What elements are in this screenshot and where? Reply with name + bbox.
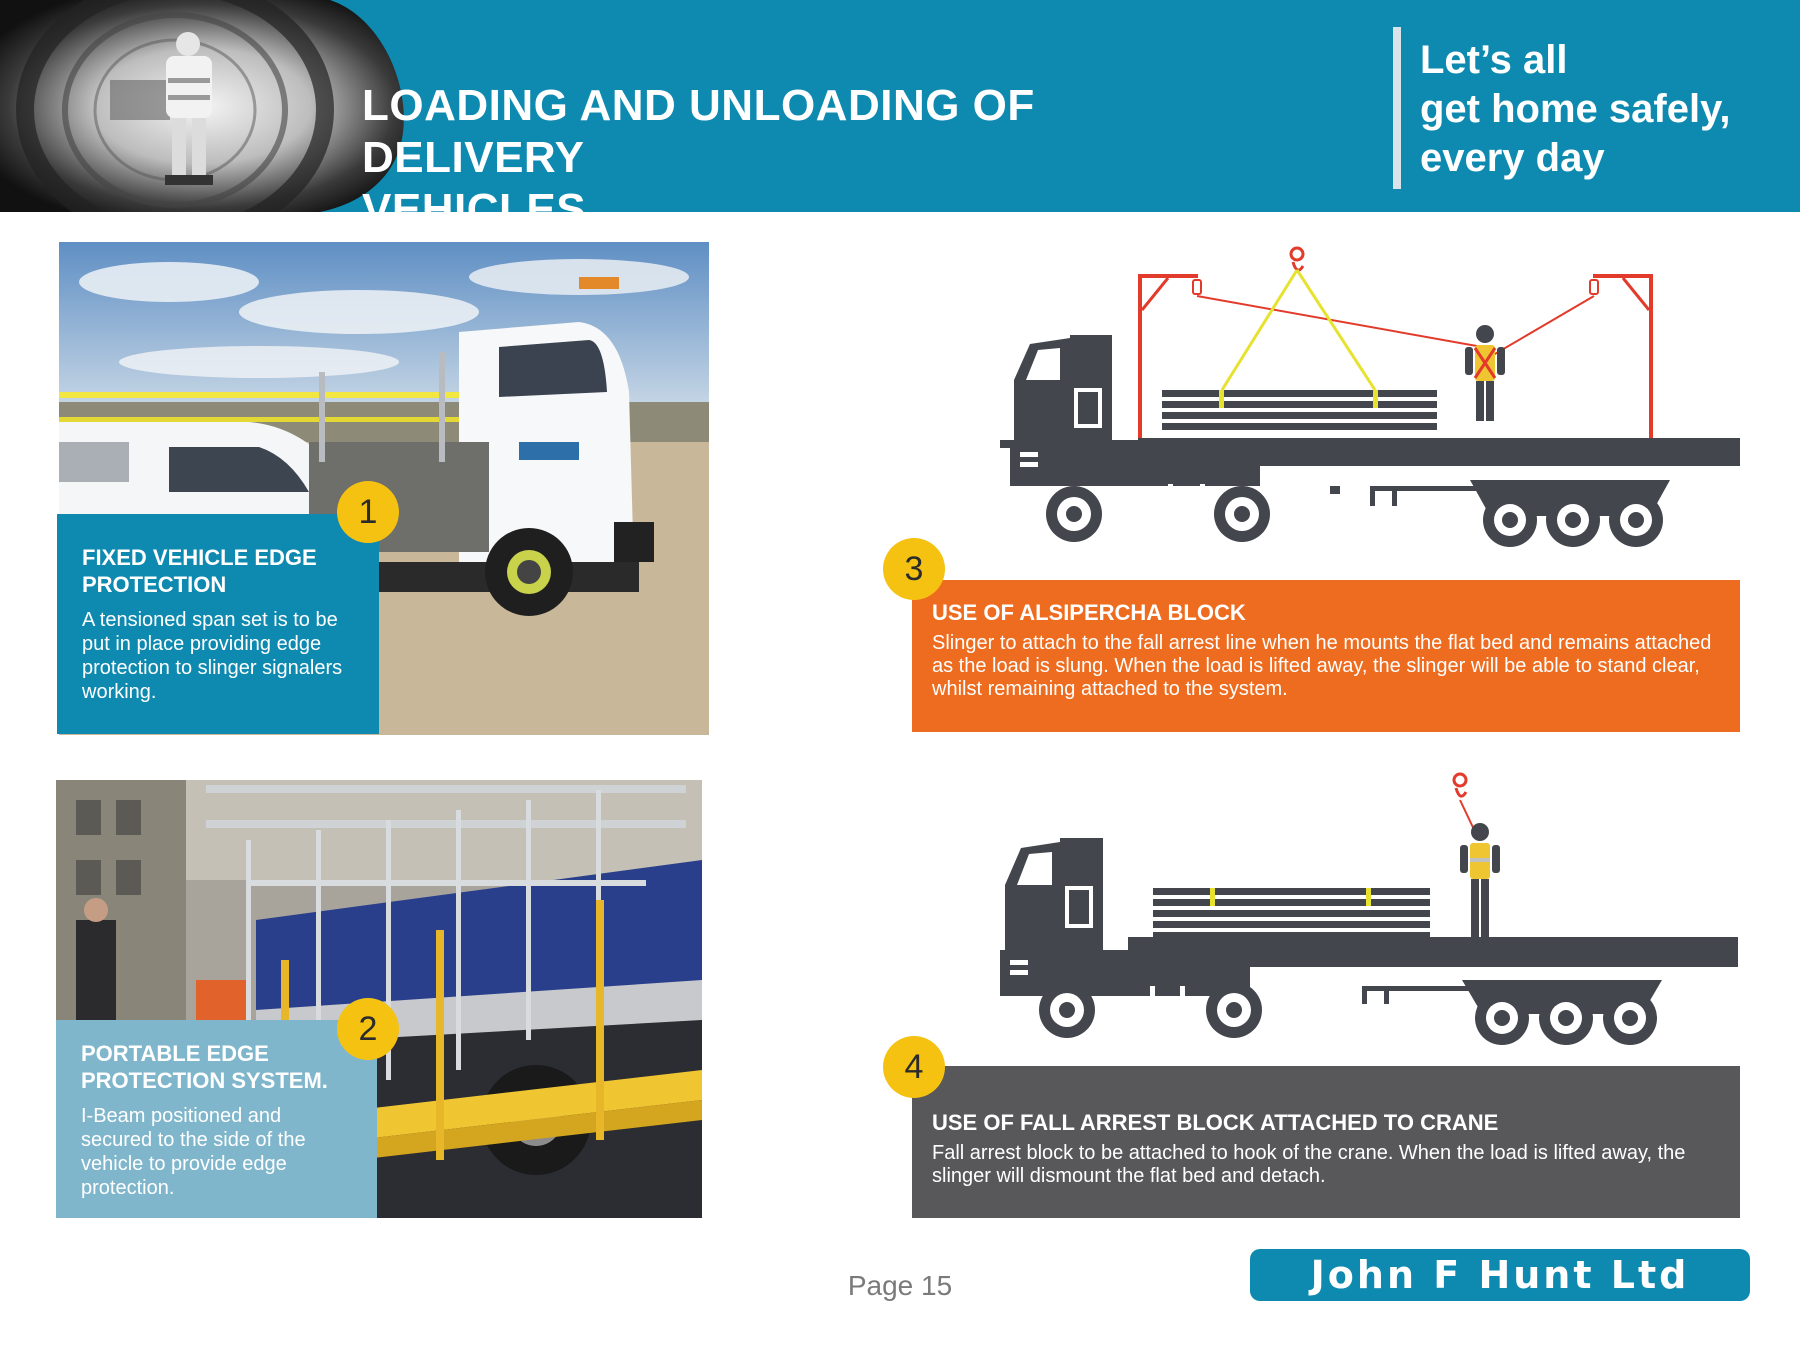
worker-icon <box>1465 325 1505 421</box>
portable-edge-protection-photo <box>56 780 702 1218</box>
slogan-line-1: Let’s all <box>1420 38 1568 82</box>
page-number: Page 15 <box>847 1270 953 1301</box>
crane-fall-arrest-truck-diagram <box>1000 772 1738 1045</box>
panel-1-number-badge: 1 <box>337 481 399 543</box>
header-banner: LOADING AND UNLOADING OF DELIVERY VEHICL… <box>0 0 1800 234</box>
load-stack <box>1162 390 1437 430</box>
panel-2-heading-line-1: PORTABLE EDGE <box>81 1041 269 1066</box>
slogan-divider <box>1393 27 1401 189</box>
panel-4-banner: USE OF FALL ARREST BLOCK ATTACHED TO CRA… <box>912 1066 1740 1218</box>
worker-icon <box>1460 823 1500 937</box>
panel-4-heading: USE OF FALL ARREST BLOCK ATTACHED TO CRA… <box>932 1110 1499 1135</box>
load-stack <box>1153 888 1430 939</box>
panel-2-caption: PORTABLE EDGE PROTECTION SYSTEM. I-Beam … <box>56 1020 377 1218</box>
title-line-1: LOADING AND UNLOADING OF DELIVERY <box>362 81 1035 182</box>
panel-1-heading: FIXED VEHICLE EDGE PROTECTION <box>82 544 355 598</box>
title-line-2: VEHICLES <box>362 185 587 234</box>
truck-icon <box>1000 838 1738 1045</box>
company-logo: John F Hunt Ltd <box>1250 1249 1750 1301</box>
page-title: LOADING AND UNLOADING OF DELIVERY VEHICL… <box>362 80 1262 236</box>
alsipercha-frame <box>1138 274 1653 440</box>
panel-2-number-badge: 2 <box>337 998 399 1060</box>
panel-4-text: Fall arrest block to be attached to hook… <box>932 1142 1686 1187</box>
alsipercha-truck-diagram <box>1000 246 1740 547</box>
panel-2-heading: PORTABLE EDGE PROTECTION SYSTEM. <box>81 1040 353 1094</box>
panel-1-text: A tensioned span set is to be put in pla… <box>82 609 343 703</box>
panel-1-caption: FIXED VEHICLE EDGE PROTECTION A tensione… <box>57 514 379 734</box>
slogan-line-3: every day <box>1420 136 1605 180</box>
truck-icon <box>1000 335 1740 547</box>
panel-3-number-badge: 3 <box>883 538 945 600</box>
panel-4-number-badge: 4 <box>883 1036 945 1098</box>
header-tunnel-photo <box>0 0 404 212</box>
panel-1-heading-line-1: FIXED VEHICLE EDGE <box>82 545 317 570</box>
panel-2-heading-line-2: PROTECTION SYSTEM. <box>81 1068 328 1093</box>
panel-1-heading-line-2: PROTECTION <box>82 572 227 597</box>
slogan: Let’s all get home safely, every day <box>1420 36 1790 183</box>
slogan-line-2: get home safely, <box>1420 87 1731 131</box>
crane-hook-icon <box>1220 246 1377 391</box>
panel-3-text: Slinger to attach to the fall arrest lin… <box>932 632 1712 700</box>
panel-3-heading: USE OF ALSIPERCHA BLOCK <box>932 600 1246 625</box>
panel-3-banner: USE OF ALSIPERCHA BLOCK Slinger to attac… <box>912 580 1740 732</box>
panel-2-text: I-Beam positioned and secured to the sid… <box>81 1105 306 1199</box>
